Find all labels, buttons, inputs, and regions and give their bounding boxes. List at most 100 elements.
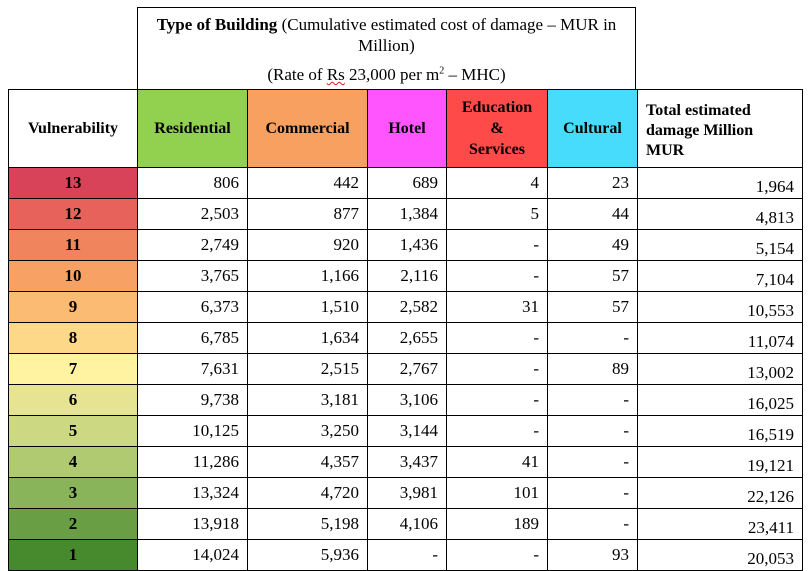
education-services-cell: 189 [446, 508, 548, 540]
cultural-cell: - [547, 446, 638, 478]
hotel-cell: 3,144 [367, 415, 447, 447]
table-row: 7 7,631 2,515 2,767-89 13,002 [8, 353, 803, 385]
vulnerability-cell: 8 [8, 322, 138, 354]
total-cell: 11,074 [637, 322, 803, 354]
table-row: 4 11,286 4,357 3,437 41-19,121 [8, 446, 803, 478]
rate-rs: Rs [326, 65, 345, 84]
residential-cell: 3,765 [137, 260, 248, 292]
commercial-cell: 1,634 [247, 322, 368, 354]
cultural-cell: 49 [547, 229, 638, 261]
education-services-cell: 5 [446, 198, 548, 230]
vulnerability-cell: 13 [8, 167, 138, 199]
table-row: 3 13,324 4,720 3,981 101-22,126 [8, 477, 803, 509]
education-services-cell: - [446, 353, 548, 385]
hotel-cell: 689 [367, 167, 447, 199]
commercial-cell: 3,181 [247, 384, 368, 416]
residential-cell: 13,324 [137, 477, 248, 509]
residential-cell: 806 [137, 167, 248, 199]
total-cell: 16,519 [637, 415, 803, 447]
rate-suffix: – MHC) [444, 65, 506, 84]
header-hotel: Hotel [367, 89, 447, 168]
education-services-cell: 41 [446, 446, 548, 478]
vulnerability-cell: 7 [8, 353, 138, 385]
cultural-cell: 93 [547, 539, 638, 571]
table-row: 5 10,125 3,250 3,144- -16,519 [8, 415, 803, 447]
header-total: Total estimated damage Million MUR [637, 89, 803, 168]
table-row: 10 3,765 1,166 2,116-57 7,104 [8, 260, 803, 292]
vulnerability-cell: 5 [8, 415, 138, 447]
cultural-cell: 44 [547, 198, 638, 230]
commercial-cell: 442 [247, 167, 368, 199]
total-cell: 7,104 [637, 260, 803, 292]
cultural-cell: - [547, 415, 638, 447]
header-vulnerability: Vulnerability [8, 89, 138, 168]
education-services-cell: - [446, 260, 548, 292]
hotel-cell: 2,582 [367, 291, 447, 323]
cultural-cell: 89 [547, 353, 638, 385]
total-cell: 5,154 [637, 229, 803, 261]
table-row: 11 2,749 920 1,436-49 5,154 [8, 229, 803, 261]
total-cell: 23,411 [637, 508, 803, 540]
commercial-cell: 877 [247, 198, 368, 230]
commercial-cell: 5,936 [247, 539, 368, 571]
hotel-cell: 3,437 [367, 446, 447, 478]
residential-cell: 14,024 [137, 539, 248, 571]
header-commercial: Commercial [247, 89, 368, 168]
total-cell: 13,002 [637, 353, 803, 385]
residential-cell: 6,373 [137, 291, 248, 323]
title-rest: (Cumulative estimated cost of damage – M… [277, 15, 617, 55]
damage-table: Vulnerability Residential Commercial Hotel E… [8, 89, 803, 571]
hotel-cell: 2,655 [367, 322, 447, 354]
vulnerability-cell: 12 [8, 198, 138, 230]
cultural-cell: - [547, 508, 638, 540]
hotel-cell: 1,384 [367, 198, 447, 230]
rate-prefix: (Rate of [267, 65, 327, 84]
residential-cell: 7,631 [137, 353, 248, 385]
total-cell: 22,126 [637, 477, 803, 509]
education-services-cell: - [446, 229, 548, 261]
hotel-cell: 1,436 [367, 229, 447, 261]
commercial-cell: 4,357 [247, 446, 368, 478]
header-cultural: Cultural [547, 89, 638, 168]
vulnerability-cell: 10 [8, 260, 138, 292]
hotel-cell: 2,116 [367, 260, 447, 292]
residential-cell: 6,785 [137, 322, 248, 354]
total-cell: 16,025 [637, 384, 803, 416]
residential-cell: 10,125 [137, 415, 248, 447]
table-row: 8 6,785 1,634 2,655- -11,074 [8, 322, 803, 354]
cultural-cell: - [547, 322, 638, 354]
rate-note: (Rate of Rs 23,000 per m2 – MHC) [138, 64, 635, 85]
vulnerability-cell: 4 [8, 446, 138, 478]
commercial-cell: 2,515 [247, 353, 368, 385]
commercial-cell: 1,510 [247, 291, 368, 323]
residential-cell: 2,503 [137, 198, 248, 230]
hotel-cell: - [367, 539, 447, 571]
table-title: Type of Building (Cumulative estimated c… [137, 7, 636, 89]
rate-sup: 2 [439, 65, 445, 77]
education-services-cell: - [446, 322, 548, 354]
commercial-cell: 4,720 [247, 477, 368, 509]
hotel-cell: 3,981 [367, 477, 447, 509]
total-cell: 10,553 [637, 291, 803, 323]
vulnerability-cell: 9 [8, 291, 138, 323]
header-education-services: Education & Services [446, 89, 548, 168]
hotel-cell: 3,106 [367, 384, 447, 416]
education-services-cell: - [446, 539, 548, 571]
cultural-cell: 23 [547, 167, 638, 199]
vulnerability-cell: 11 [8, 229, 138, 261]
commercial-cell: 920 [247, 229, 368, 261]
education-services-cell: 4 [446, 167, 548, 199]
residential-cell: 2,749 [137, 229, 248, 261]
hotel-cell: 2,767 [367, 353, 447, 385]
cultural-cell: - [547, 477, 638, 509]
residential-cell: 13,918 [137, 508, 248, 540]
cultural-cell: - [547, 384, 638, 416]
table-row: 1 14,024 5,936- -93 20,053 [8, 539, 803, 571]
table-row: 9 6,373 1,510 2,582 31 57 10,553 [8, 291, 803, 323]
education-services-cell: - [446, 384, 548, 416]
total-cell: 20,053 [637, 539, 803, 571]
total-cell: 19,121 [637, 446, 803, 478]
education-services-cell: 31 [446, 291, 548, 323]
commercial-cell: 1,166 [247, 260, 368, 292]
vulnerability-cell: 2 [8, 508, 138, 540]
